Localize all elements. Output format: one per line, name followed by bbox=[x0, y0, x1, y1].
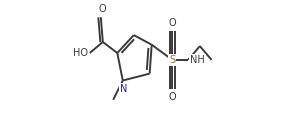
Text: O: O bbox=[98, 4, 106, 14]
Text: S: S bbox=[169, 55, 175, 65]
Text: HO: HO bbox=[73, 48, 88, 58]
Text: O: O bbox=[168, 91, 176, 101]
Text: N: N bbox=[120, 84, 127, 94]
Text: NH: NH bbox=[190, 55, 205, 65]
Text: O: O bbox=[168, 18, 176, 28]
